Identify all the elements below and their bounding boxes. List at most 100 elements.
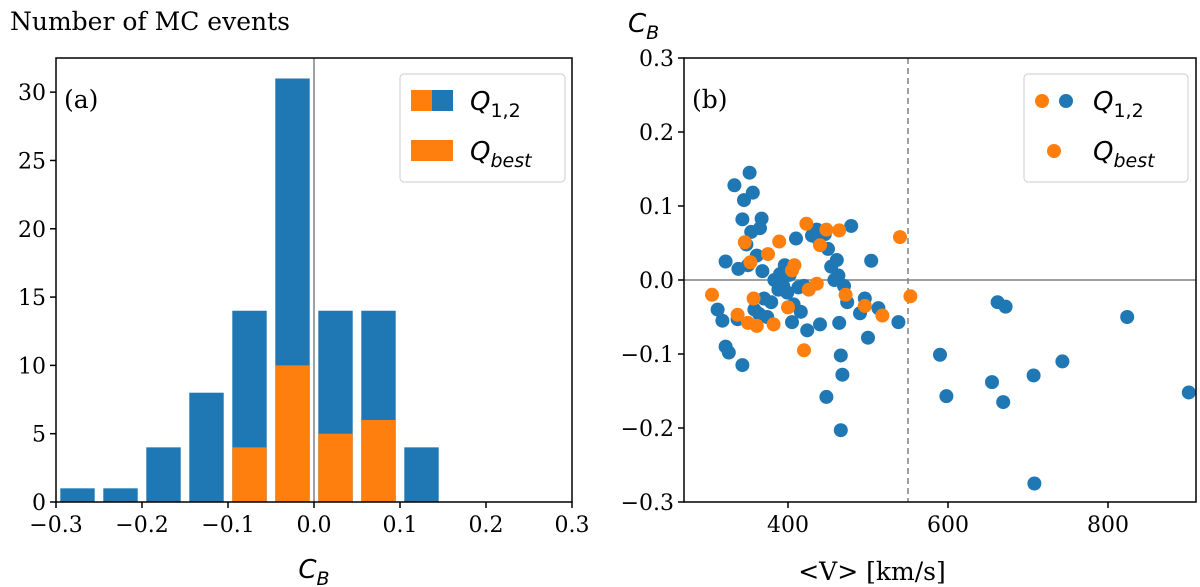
panel-a-y-ticks: 0 5 10 15 20 25 30: [18, 81, 56, 516]
point-q12-4: [721, 345, 736, 360]
point-q12-69: [1026, 368, 1041, 383]
legend-b-qbest-label: Qbest: [1093, 137, 1156, 172]
point-q12-30: [780, 285, 795, 300]
point-qbest-10: [781, 300, 795, 315]
point-qbest-12: [787, 258, 802, 273]
point-qbest-13: [797, 343, 811, 358]
point-qbest-0: [705, 287, 719, 302]
panel-a-x-tick-label-6: 0.3: [555, 513, 590, 538]
point-q12-71: [1055, 354, 1070, 369]
point-q12-48: [829, 253, 844, 268]
point-q12-72: [1120, 310, 1135, 324]
panel-b-x-tick-label-2: 800: [1087, 513, 1129, 538]
point-q12-24: [764, 295, 779, 310]
legend-b-qbest-marker: [1047, 144, 1061, 158]
legend-a-qbest-label-subscript: best: [490, 150, 533, 172]
point-qbest-5: [746, 291, 761, 306]
point-qbest-24: [903, 289, 918, 304]
panel-b-title: CB: [628, 9, 659, 44]
legend-b-q12-marker-blue: [1059, 94, 1073, 108]
point-q12-5: [727, 178, 742, 193]
point-q12-65: [985, 375, 999, 390]
point-qbest-23: [893, 230, 907, 245]
bar-qbest-4: [232, 447, 267, 502]
point-qbest-4: [743, 255, 758, 270]
legend-a-qbest-label: Qbest: [470, 137, 533, 172]
panel-a-y-tick-label-0: 0: [32, 491, 46, 516]
point-q12-36: [793, 304, 808, 319]
point-qbest-7: [761, 247, 775, 262]
point-q12-59: [861, 330, 875, 345]
point-qbest-19: [832, 223, 847, 238]
panel-a-x-tick-label-4: 0.1: [383, 513, 418, 538]
point-qbest-14: [799, 216, 814, 231]
point-qbest-8: [766, 317, 781, 332]
legend-b-q12-label-subscript: 1,2: [1113, 100, 1143, 122]
point-q12-3: [718, 254, 733, 269]
panel-a-legend: Q1,2 Qbest: [399, 73, 566, 183]
point-q12-1: [715, 313, 730, 328]
legend-b-q12-label: Q1,2: [1093, 87, 1144, 122]
panel-a-y-tick-label-1: 5: [32, 423, 46, 448]
panel-a-x-axis-label-text: CB: [298, 555, 329, 587]
panel-b-title-text-base: C: [628, 9, 647, 39]
point-q12-8: [735, 212, 750, 227]
point-q12-67: [996, 395, 1011, 410]
point-qbest-17: [813, 238, 827, 253]
point-q12-49: [831, 268, 846, 283]
point-q12-38: [800, 323, 815, 338]
legend-a-q12-label: Q1,2: [470, 87, 521, 122]
panel-a-y-tick-label-6: 30: [18, 81, 46, 106]
panel-b-y-tick-label-3: 0.0: [639, 269, 674, 294]
panel-a-y-tick-label-4: 20: [18, 218, 46, 243]
panel-a-x-tick-label-3: 0.0: [297, 513, 332, 538]
panel-a-x-tick-label-5: 0.2: [469, 513, 504, 538]
panel-a-label: (a): [64, 85, 98, 114]
point-q12-20: [754, 211, 769, 226]
bar-q12-3: [189, 392, 224, 502]
panel-b-x-ticks: 400 600 800: [767, 502, 1129, 538]
point-q12-15: [745, 185, 760, 200]
bar-q12-1: [103, 488, 138, 502]
legend-b-qbest-label-subscript: best: [1113, 150, 1156, 172]
panel-a-title: Number of MC events: [10, 7, 290, 36]
legend-a-qbest-label-base: Q: [470, 137, 490, 167]
point-q12-21: [755, 264, 770, 279]
bar-q12-8: [404, 447, 439, 502]
point-qbest-21: [857, 298, 872, 313]
point-q12-68: [998, 299, 1013, 314]
point-q12-73: [1181, 385, 1196, 400]
panel-b-title-text: CB: [628, 9, 659, 44]
panel-b-x-axis-label: <V> [km/s]: [798, 557, 946, 586]
point-q12-60: [864, 253, 879, 268]
panel-b-title-text-subscript: B: [646, 22, 659, 44]
point-q12-64: [939, 389, 954, 404]
panel-a-x-tick-label-1: −0.2: [115, 513, 168, 538]
panel-b: CB 400 600 800 −0.3 −0.2 −0.1 0.0 0.1 0.2 0.3 (b…: [621, 9, 1197, 586]
panel-a-bars: [60, 78, 439, 502]
legend-a-qbest-patch: [411, 140, 453, 161]
point-q12-42: [813, 317, 827, 332]
point-q12-44: [819, 389, 834, 404]
panel-a-x-axis-label-text-base: C: [298, 555, 317, 585]
panel-b-y-ticks: −0.3 −0.2 −0.1 0.0 0.1 0.2 0.3: [621, 47, 684, 516]
point-q12-63: [933, 347, 947, 362]
point-q12-53: [833, 423, 848, 438]
point-qbest-20: [838, 287, 853, 302]
panel-a-x-tick-label-2: −0.1: [201, 513, 254, 538]
panel-b-label: (b): [692, 85, 728, 114]
panel-b-y-tick-label-2: −0.1: [621, 343, 674, 368]
point-qbest-1: [730, 307, 745, 322]
point-q12-32: [785, 315, 799, 330]
panel-a-y-tick-label-5: 25: [18, 149, 46, 174]
legend-b-qbest-label-base: Q: [1093, 137, 1113, 167]
point-qbest-18: [819, 222, 834, 237]
point-q12-51: [833, 348, 848, 363]
panel-b-y-tick-label-6: 0.3: [639, 47, 674, 72]
panel-b-x-tick-label-1: 600: [927, 513, 969, 538]
point-q12-13: [742, 165, 757, 180]
panel-b-y-tick-label-4: 0.1: [639, 195, 674, 220]
legend-b-q12-label-base: Q: [1093, 87, 1113, 117]
